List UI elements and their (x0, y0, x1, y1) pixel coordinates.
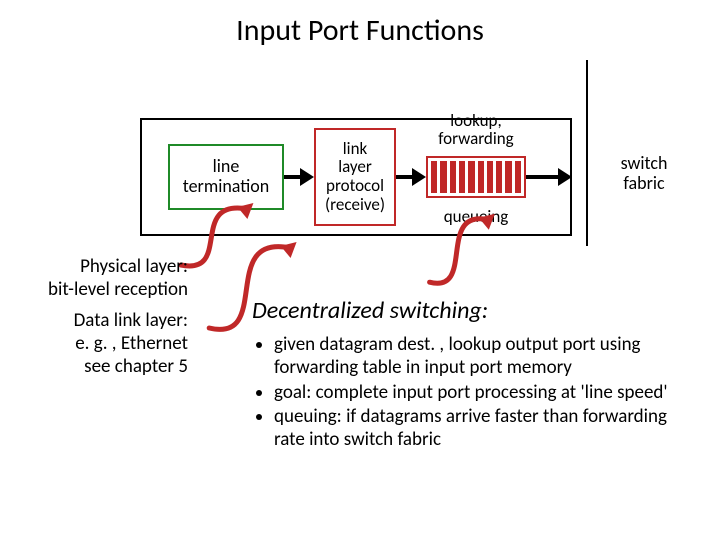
queue-bar (478, 161, 484, 193)
queue-bar (450, 161, 456, 193)
lookup-label-top: lookup,forwarding (421, 112, 531, 148)
physical-line1: Physical layer: (80, 255, 188, 278)
slide: Input Port Functions linetermination lin… (0, 0, 720, 540)
queue-bar (515, 161, 521, 193)
queue-bar (496, 161, 502, 193)
arrow-head-icon (300, 168, 314, 186)
switch-fabric-label: switchfabric (604, 154, 684, 194)
lookup-box (426, 156, 526, 198)
line-termination-box: linetermination (168, 144, 284, 210)
physical-line2: bit-level reception (48, 278, 188, 301)
queue-bar (431, 161, 437, 193)
datalink-line1: Data link layer: (74, 309, 188, 332)
queue-bar (440, 161, 446, 193)
arrow-head-icon (558, 168, 572, 186)
physical-layer-text: Physical layer: bit-level reception (8, 256, 188, 302)
divider-line (586, 60, 588, 246)
arrow-shaft (526, 175, 560, 179)
datalink-line2: e. g. , Ethernet (75, 332, 188, 355)
arrow-head-icon (412, 168, 426, 186)
bullet-list: given datagram dest. , lookup output por… (252, 334, 682, 454)
page-title: Input Port Functions (0, 12, 720, 49)
datalink-layer-text: Data link layer: e. g. , Ethernet see ch… (8, 310, 188, 378)
link-layer-box: linklayerprotocol(receive) (314, 128, 396, 226)
bullet-item: queuing: if datagrams arrive faster than… (274, 406, 682, 452)
line-termination-label: linetermination (183, 157, 269, 197)
decentralized-subheading: Decentralized switching: (252, 296, 488, 325)
queue-bar (487, 161, 493, 193)
queue-bar (459, 161, 465, 193)
queue-bar (468, 161, 474, 193)
datalink-line3: see chapter 5 (84, 355, 188, 378)
link-layer-label: linklayerprotocol(receive) (325, 140, 385, 215)
bullet-item: goal: complete input port processing at … (274, 382, 682, 405)
bullet-item: given datagram dest. , lookup output por… (274, 334, 682, 380)
queue-bar (505, 161, 511, 193)
lookup-label-bottom: queueing (421, 206, 531, 227)
